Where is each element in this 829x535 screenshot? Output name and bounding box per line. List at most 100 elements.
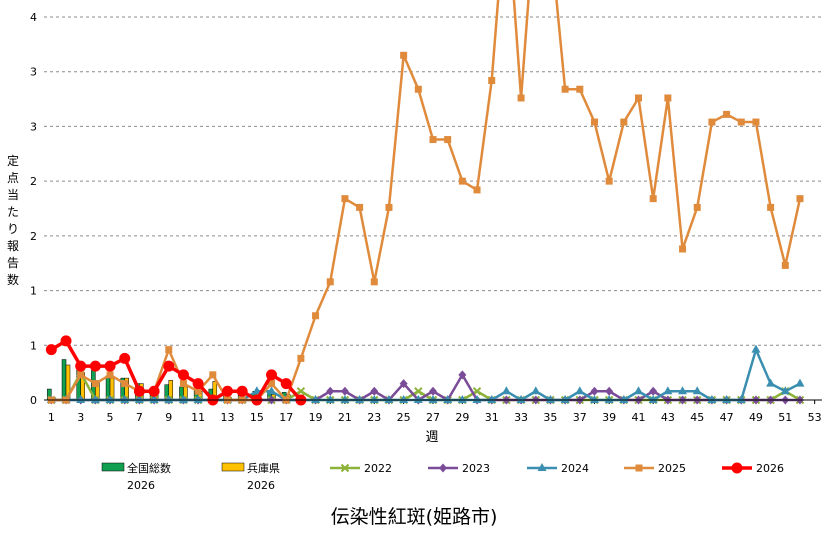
point-marker-square (429, 136, 437, 144)
point-marker-circle (266, 369, 278, 381)
x-tick-label: 41 (632, 411, 646, 424)
legend-label: 2024 (561, 462, 589, 475)
point-marker-square (517, 94, 525, 102)
point-marker-circle (731, 462, 743, 474)
point-marker-square (121, 380, 129, 388)
point-marker-diamond (399, 379, 408, 389)
point-marker-triangle (736, 395, 746, 403)
x-tick-label: 49 (749, 411, 763, 424)
point-marker-circle (192, 378, 204, 390)
bar (61, 359, 67, 401)
legend-label: 2026 (247, 479, 275, 492)
point-marker-triangle (267, 386, 277, 395)
point-marker-triangle (311, 395, 321, 403)
x-axis-ticks: 1 3 5 7 9 11 13 15 17 19 21 23 25 27 29 31 33 35 37 39 41 43 4… (48, 400, 822, 424)
point-marker-triangle (105, 395, 115, 403)
point-marker-x (296, 387, 306, 396)
point-marker-square (620, 118, 628, 126)
point-marker-triangle (472, 395, 482, 403)
point-marker-circle (75, 360, 87, 372)
y-tick-label: 2 (30, 175, 37, 188)
point-marker-diamond (429, 386, 437, 396)
point-marker-triangle (149, 395, 159, 403)
point-marker-triangle (707, 395, 717, 403)
point-marker-triangle (384, 395, 394, 403)
point-marker-triangle (678, 386, 688, 395)
y-tick-label: 3 (30, 120, 37, 133)
y-axis-label-char: 点 (7, 171, 19, 185)
point-marker-diamond (340, 386, 349, 396)
point-marker-square (649, 195, 657, 203)
x-tick-label: 51 (778, 411, 792, 424)
point-marker-square (796, 195, 804, 203)
point-marker-triangle (325, 395, 335, 403)
point-marker-triangle (751, 344, 761, 353)
y-axis-label-char: 報 (7, 239, 19, 253)
point-marker-triangle (766, 378, 776, 387)
x-tick-label: 33 (514, 411, 528, 424)
point-marker-diamond (590, 386, 599, 396)
point-marker-triangle (537, 463, 547, 471)
y-axis-label-char: 数 (7, 272, 19, 287)
point-marker-square (179, 380, 187, 388)
legend-label: 2025 (658, 462, 686, 475)
point-marker-triangle (648, 395, 658, 403)
point-marker-square (458, 177, 466, 185)
point-marker-square (576, 85, 584, 93)
x-axis-label: 週 (425, 430, 438, 445)
point-marker-triangle (178, 395, 188, 403)
point-marker-square (561, 85, 569, 93)
x-tick-label: 21 (338, 411, 352, 424)
point-marker-triangle (413, 395, 423, 403)
x-tick-label: 35 (543, 411, 557, 424)
point-marker-triangle (619, 395, 629, 403)
series-2026 (45, 335, 307, 406)
point-marker-square (444, 136, 452, 144)
point-marker-square (165, 346, 173, 354)
point-marker-triangle (560, 395, 570, 403)
y-tick-label: 0 (30, 394, 37, 407)
point-marker-triangle (340, 395, 350, 403)
point-marker-diamond (649, 386, 658, 396)
legend-label: 兵庫県 (247, 461, 280, 475)
point-marker-triangle (531, 386, 541, 395)
x-tick-label: 5 (107, 411, 114, 424)
line-series (45, 0, 805, 406)
point-marker-square (312, 312, 320, 320)
legend-swatch (101, 462, 125, 472)
point-marker-triangle (604, 395, 614, 403)
legend-label: 2023 (462, 462, 490, 475)
point-marker-triangle (120, 395, 130, 403)
y-axis-label: 定点当たり報告数 (7, 153, 19, 287)
x-tick-label: 7 (136, 411, 143, 424)
point-marker-triangle (516, 395, 526, 403)
legend-swatch (221, 462, 245, 472)
legend-label: 2022 (364, 462, 392, 475)
point-marker-diamond (326, 386, 335, 396)
point-marker-triangle (443, 395, 453, 403)
point-marker-triangle (90, 395, 100, 403)
point-marker-diamond (370, 386, 379, 396)
point-marker-triangle (589, 395, 599, 403)
point-marker-triangle (487, 395, 497, 403)
point-marker-square (664, 94, 672, 102)
point-marker-square (209, 371, 217, 379)
point-marker-circle (45, 344, 57, 356)
series-line (51, 373, 800, 402)
point-marker-square (385, 203, 393, 211)
x-tick-label: 53 (808, 411, 822, 424)
point-marker-circle (133, 385, 145, 397)
point-marker-triangle (722, 395, 732, 403)
x-tick-label: 45 (690, 411, 704, 424)
point-marker-square (752, 118, 760, 126)
point-marker-circle (221, 385, 233, 397)
point-marker-square (400, 51, 408, 59)
legend: 全国総数 2026 兵庫県 2026 2022 2023 2024 2025 2026 (101, 461, 784, 492)
y-axis-label-char: た (7, 205, 19, 219)
y-tick-label: 4 (30, 11, 37, 24)
point-marker-circle (60, 335, 72, 347)
point-marker-triangle (369, 395, 379, 403)
x-tick-label: 23 (367, 411, 381, 424)
point-marker-x (340, 463, 350, 473)
